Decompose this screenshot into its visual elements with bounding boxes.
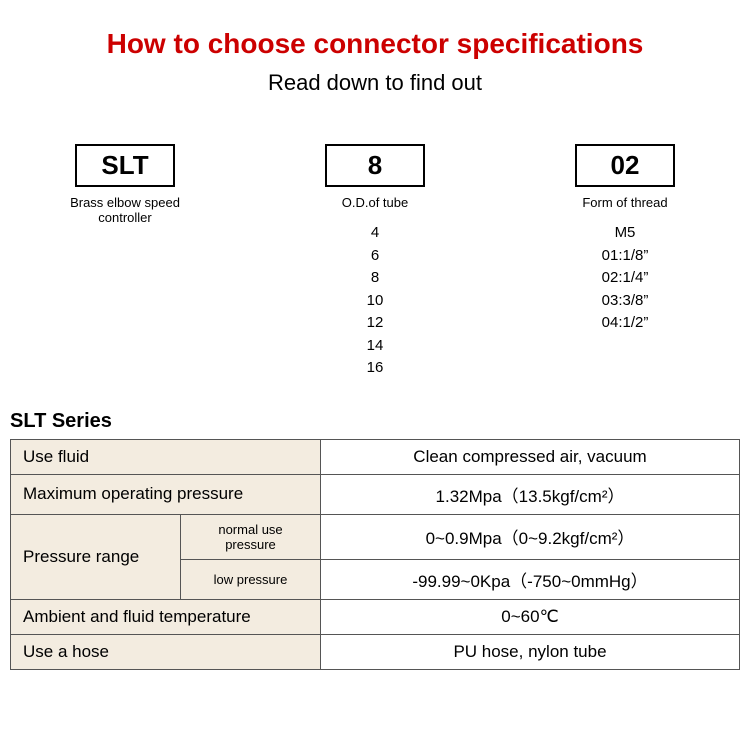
code-label-od: O.D.of tube: [342, 195, 408, 210]
code-col-od: 8 O.D.of tube 46810121416: [295, 144, 455, 380]
spec-value-use-fluid: Clean compressed air, vacuum: [321, 439, 740, 474]
code-options-thread: M501:1/8”02:1/4”03:3/8”04:1/2”: [602, 222, 649, 335]
table-row: Use a hose PU hose, nylon tube: [11, 634, 740, 669]
code-box-slt: SLT: [75, 144, 175, 187]
page-subtitle: Read down to find out: [0, 70, 750, 96]
code-col-slt: SLT Brass elbow speed controller: [45, 144, 205, 380]
code-box-thread: 02: [575, 144, 675, 187]
spec-value-normal: 0~0.9Mpa（0~9.2kgf/cm²）: [321, 514, 740, 559]
table-row: Ambient and fluid temperature 0~60℃: [11, 599, 740, 634]
spec-sublabel-normal: normal use pressure: [181, 514, 321, 559]
table-row: Maximum operating pressure 1.32Mpa（13.5k…: [11, 474, 740, 514]
spec-value-low: -99.99~0Kpa（-750~0mmHg）: [321, 559, 740, 599]
code-label-thread: Form of thread: [582, 195, 667, 210]
code-label-slt: Brass elbow speed controller: [45, 195, 205, 225]
spec-label-hose: Use a hose: [11, 634, 321, 669]
spec-label-pressure-range: Pressure range: [11, 514, 181, 599]
table-row: Pressure range normal use pressure 0~0.9…: [11, 514, 740, 559]
code-columns: SLT Brass elbow speed controller 8 O.D.o…: [0, 144, 750, 380]
spec-sublabel-low: low pressure: [181, 559, 321, 599]
code-box-od: 8: [325, 144, 425, 187]
spec-label-max-pressure: Maximum operating pressure: [11, 474, 321, 514]
spec-value-hose: PU hose, nylon tube: [321, 634, 740, 669]
code-options-od: 46810121416: [367, 222, 384, 380]
table-row: Use fluid Clean compressed air, vacuum: [11, 439, 740, 474]
spec-value-temperature: 0~60℃: [321, 599, 740, 634]
code-col-thread: 02 Form of thread M501:1/8”02:1/4”03:3/8…: [545, 144, 705, 380]
page-title: How to choose connector specifications: [0, 0, 750, 60]
series-title: SLT Series: [10, 410, 750, 433]
spec-label-temperature: Ambient and fluid temperature: [11, 599, 321, 634]
spec-value-max-pressure: 1.32Mpa（13.5kgf/cm²）: [321, 474, 740, 514]
spec-label-use-fluid: Use fluid: [11, 439, 321, 474]
spec-table: Use fluid Clean compressed air, vacuum M…: [10, 439, 740, 670]
